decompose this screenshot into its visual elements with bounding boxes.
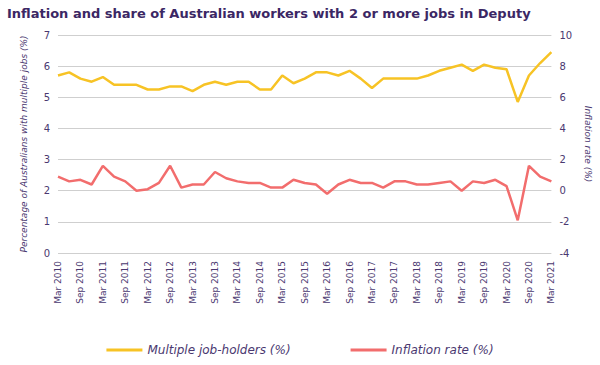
svg-text:Mar 2015: Mar 2015 (277, 261, 287, 304)
svg-text:Sep 2010: Sep 2010 (75, 261, 85, 304)
svg-text:Mar 2014: Mar 2014 (232, 261, 242, 304)
svg-text:Inflation and share of Austral: Inflation and share of Australian worker… (7, 6, 531, 21)
svg-text:Mar 2011: Mar 2011 (98, 261, 108, 304)
svg-text:3: 3 (44, 154, 50, 165)
svg-text:4: 4 (44, 123, 50, 134)
svg-text:0: 0 (559, 185, 565, 196)
svg-text:Percentage of Australians with: Percentage of Australians with multiple … (19, 35, 29, 252)
svg-text:Sep 2015: Sep 2015 (300, 261, 310, 304)
svg-text:0: 0 (44, 248, 50, 259)
svg-text:Sep 2018: Sep 2018 (434, 261, 444, 304)
svg-text:Multiple job-holders (%): Multiple job-holders (%) (147, 343, 290, 357)
svg-text:2: 2 (559, 154, 565, 165)
svg-text:Sep 2011: Sep 2011 (120, 261, 130, 304)
svg-text:7: 7 (44, 30, 50, 41)
svg-text:10: 10 (559, 30, 572, 41)
svg-text:6: 6 (559, 92, 565, 103)
svg-text:Mar 2020: Mar 2020 (502, 261, 512, 304)
svg-text:8: 8 (559, 61, 565, 72)
svg-text:4: 4 (559, 123, 565, 134)
svg-text:6: 6 (44, 61, 50, 72)
svg-text:Sep 2020: Sep 2020 (524, 261, 534, 304)
svg-text:Mar 2018: Mar 2018 (412, 261, 422, 304)
svg-text:-4: -4 (559, 248, 569, 259)
svg-text:Sep 2019: Sep 2019 (479, 261, 489, 304)
svg-text:Inflation rate (%): Inflation rate (%) (583, 106, 593, 183)
svg-text:Mar 2010: Mar 2010 (53, 261, 63, 304)
svg-text:2: 2 (44, 185, 50, 196)
svg-text:Sep 2014: Sep 2014 (255, 261, 265, 304)
svg-text:Mar 2013: Mar 2013 (188, 261, 198, 304)
svg-text:Inflation rate (%): Inflation rate (%) (392, 343, 494, 357)
svg-text:Mar 2019: Mar 2019 (457, 261, 467, 304)
svg-text:1: 1 (44, 216, 50, 227)
svg-text:Sep 2013: Sep 2013 (210, 261, 220, 304)
svg-text:-2: -2 (559, 216, 569, 227)
svg-text:Sep 2017: Sep 2017 (389, 261, 399, 304)
svg-text:Mar 2016: Mar 2016 (322, 261, 332, 304)
svg-text:Mar 2017: Mar 2017 (367, 261, 377, 304)
svg-text:Mar 2021: Mar 2021 (546, 261, 556, 304)
svg-text:5: 5 (44, 92, 50, 103)
svg-text:Sep 2016: Sep 2016 (345, 261, 355, 304)
svg-text:Mar 2012: Mar 2012 (143, 261, 153, 304)
svg-text:Sep 2012: Sep 2012 (165, 261, 175, 304)
